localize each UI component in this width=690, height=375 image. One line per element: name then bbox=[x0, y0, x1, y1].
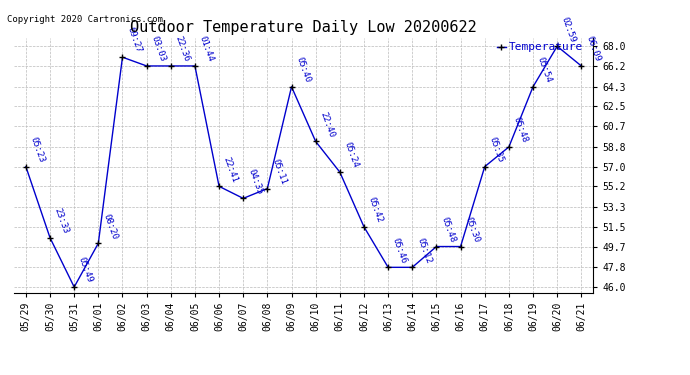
Temperature bbox=[457, 244, 465, 249]
Text: Copyright 2020 Cartronics.com: Copyright 2020 Cartronics.com bbox=[7, 15, 163, 24]
Text: 02:59: 02:59 bbox=[560, 15, 578, 44]
Text: 05:48: 05:48 bbox=[512, 116, 529, 144]
Text: 23:33: 23:33 bbox=[53, 207, 70, 235]
Temperature bbox=[215, 184, 224, 189]
Text: 05:12: 05:12 bbox=[415, 236, 433, 264]
Temperature bbox=[70, 285, 79, 289]
Temperature bbox=[94, 241, 102, 246]
Text: 03:03: 03:03 bbox=[150, 35, 167, 63]
Text: 08:20: 08:20 bbox=[101, 212, 119, 240]
Temperature bbox=[408, 265, 416, 270]
Temperature bbox=[529, 84, 537, 89]
Text: 05:49: 05:49 bbox=[77, 256, 95, 284]
Temperature bbox=[384, 265, 392, 270]
Temperature bbox=[166, 64, 175, 68]
Text: 04:35: 04:35 bbox=[246, 167, 264, 196]
Legend: Temperature: Temperature bbox=[493, 38, 588, 57]
Temperature bbox=[287, 84, 295, 89]
Text: 22:36: 22:36 bbox=[174, 35, 191, 63]
Temperature bbox=[577, 64, 585, 68]
Text: 05:40: 05:40 bbox=[295, 56, 312, 84]
Text: 22:40: 22:40 bbox=[319, 110, 336, 139]
Line: Temperature: Temperature bbox=[22, 43, 585, 291]
Temperature bbox=[553, 44, 562, 48]
Temperature bbox=[335, 170, 344, 174]
Text: 05:30: 05:30 bbox=[464, 215, 481, 244]
Temperature bbox=[264, 186, 272, 191]
Temperature bbox=[480, 164, 489, 169]
Temperature bbox=[432, 244, 440, 249]
Text: 01:44: 01:44 bbox=[198, 35, 215, 63]
Text: 05:54: 05:54 bbox=[536, 56, 553, 84]
Title: Outdoor Temperature Daily Low 20200622: Outdoor Temperature Daily Low 20200622 bbox=[130, 20, 477, 35]
Temperature bbox=[239, 196, 247, 201]
Text: 69:27: 69:27 bbox=[126, 26, 143, 54]
Temperature bbox=[119, 55, 127, 60]
Temperature bbox=[505, 145, 513, 149]
Temperature bbox=[142, 64, 150, 68]
Text: 05:46: 05:46 bbox=[391, 236, 408, 264]
Text: 05:42: 05:42 bbox=[367, 196, 384, 224]
Text: 05:11: 05:11 bbox=[270, 158, 288, 186]
Text: 05:23: 05:23 bbox=[29, 135, 46, 164]
Text: 05:48: 05:48 bbox=[440, 215, 457, 244]
Text: 05:35: 05:35 bbox=[488, 135, 505, 164]
Temperature bbox=[46, 236, 54, 240]
Temperature bbox=[311, 139, 319, 144]
Text: 06:09: 06:09 bbox=[584, 35, 602, 63]
Temperature bbox=[360, 225, 368, 229]
Text: 05:24: 05:24 bbox=[343, 141, 360, 170]
Temperature bbox=[22, 164, 30, 169]
Text: 22:41: 22:41 bbox=[222, 155, 239, 184]
Temperature bbox=[190, 64, 199, 68]
